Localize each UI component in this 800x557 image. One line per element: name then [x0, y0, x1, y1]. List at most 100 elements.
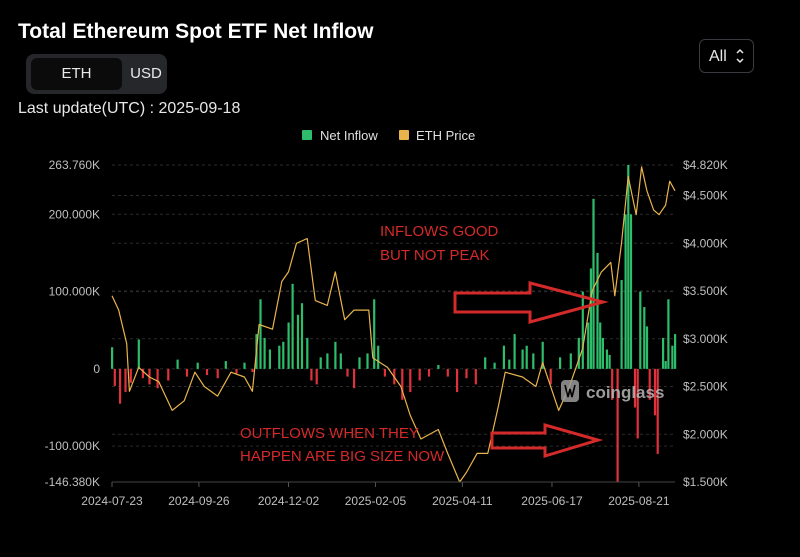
inflow-bar [605, 349, 608, 369]
annotation-outflows: OUTFLOWS WHEN THEY HAPPEN ARE BIG SIZE N… [240, 423, 604, 465]
inflow-bar [532, 353, 535, 369]
inflow-bar [216, 368, 219, 379]
x-tick-label: 2025-08-21 [608, 494, 670, 508]
inflow-bar [409, 368, 412, 393]
chart-title: Total Ethereum Spot ETF Net Inflow [18, 20, 374, 43]
inflow-bar [278, 345, 281, 369]
y-right-tick-label: $3.000K [683, 332, 728, 346]
y-right-tick-label: $1.500K [683, 475, 728, 489]
inflow-bar [465, 368, 468, 379]
legend-net-inflow: Net Inflow [320, 128, 378, 143]
inflow-bar [636, 368, 639, 439]
inflow-bar [508, 359, 511, 369]
y-left-tick-label: 263.760K [49, 158, 100, 172]
inflow-bar [581, 291, 584, 369]
inflow-bars [111, 165, 677, 482]
watermark: coinglass [561, 380, 664, 402]
y-right-tick-label: $4.820K [683, 158, 728, 172]
inflow-bar [674, 334, 677, 369]
annotation-outflows-line-1: OUTFLOWS WHEN THEY [240, 425, 419, 442]
inflow-bar [235, 368, 238, 374]
inflow-bar [493, 362, 496, 369]
annotation-inflows: INFLOWS GOOD BUT NOT PEAK [380, 223, 609, 324]
inflow-bar [601, 337, 604, 369]
y-left-tick-label: 200.000K [49, 207, 100, 221]
inflow-bar [268, 349, 271, 369]
y-left-tick-label: 100.000K [49, 285, 100, 299]
inflow-bar [596, 252, 599, 369]
y-right-tick-label: $3.500K [683, 284, 728, 298]
axis-labels: 263.760K 200.000K 100.000K 0 -100.000K -146.3… [45, 158, 728, 508]
range-select-label: All [709, 48, 727, 65]
inflow-bar [358, 357, 361, 369]
inflow-bar [587, 322, 590, 369]
inflow-bar [616, 368, 619, 482]
arrow-inflows [453, 281, 609, 324]
inflow-bar [129, 368, 132, 383]
inflow-bar [291, 283, 294, 369]
annotation-inflows-line-2: BUT NOT PEAK [380, 247, 489, 264]
coinglass-logo-icon [561, 380, 579, 402]
x-tick-label: 2024-12-02 [258, 494, 320, 508]
inflow-bar [427, 368, 431, 377]
inflow-bar [611, 368, 614, 400]
y-left-tick-label: 0 [93, 362, 100, 376]
x-tick-label: 2024-07-23 [81, 494, 143, 508]
range-select[interactable]: All [699, 39, 754, 73]
y-right-tick-label: $4.000K [683, 236, 728, 250]
inflow-bar [373, 299, 376, 369]
inflow-bar [513, 334, 516, 369]
inflow-bar [620, 280, 623, 369]
inflow-bar [243, 362, 246, 369]
inflow-bar [310, 368, 313, 381]
inflow-bar [334, 341, 337, 369]
inflow-bar [643, 307, 646, 369]
inflow-bar [437, 365, 440, 369]
inflow-bar [287, 322, 290, 369]
tab-eth[interactable]: ETH [31, 58, 122, 90]
last-update: Last update(UTC) : 2025-09-18 [18, 100, 241, 117]
inflow-bar [648, 368, 651, 400]
legend-swatch-net-inflow [302, 130, 312, 140]
inflow-bar [592, 198, 595, 369]
inflow-bar [629, 214, 633, 369]
inflow-bar [521, 349, 524, 369]
inflow-bar [418, 368, 421, 381]
inflow-bar [671, 345, 674, 369]
tab-usd[interactable]: USD [130, 65, 162, 82]
inflow-bar [185, 368, 189, 377]
inflow-bar [326, 353, 329, 369]
inflow-bar [346, 368, 349, 377]
chevron-updown-icon [736, 48, 744, 64]
inflow-bar [383, 368, 386, 377]
inflow-bar [633, 368, 637, 408]
inflow-bar [315, 368, 318, 385]
inflow-bar [319, 357, 322, 369]
inflow-bar [549, 368, 552, 385]
legend-eth-price: ETH Price [416, 128, 475, 143]
inflow-bar [111, 347, 114, 369]
inflow-bar [589, 268, 592, 369]
inflow-bar [196, 362, 199, 369]
inflow-bar [559, 357, 562, 369]
inflow-bar [263, 337, 266, 369]
inflow-bar [656, 368, 659, 454]
y-right-tick-label: $2.000K [683, 427, 728, 441]
inflow-bar [224, 361, 227, 369]
x-tick-label: 2025-02-05 [345, 494, 407, 508]
inflow-bar [608, 354, 611, 369]
inflow-bar [541, 341, 544, 369]
y-left-tick-label: -146.380K [45, 475, 100, 489]
inflow-bar [339, 353, 342, 369]
inflow-bar [667, 299, 670, 369]
inflow-bar [624, 214, 627, 369]
inflow-bar [569, 353, 572, 369]
inflow-bar [446, 368, 449, 377]
arrow-outflows [490, 423, 604, 459]
inflow-bar [259, 299, 262, 369]
x-tick-label: 2024-09-26 [168, 494, 230, 508]
inflow-bar [306, 337, 309, 369]
annotation-inflows-line-1: INFLOWS GOOD [380, 223, 499, 240]
inflow-bar [627, 165, 630, 369]
